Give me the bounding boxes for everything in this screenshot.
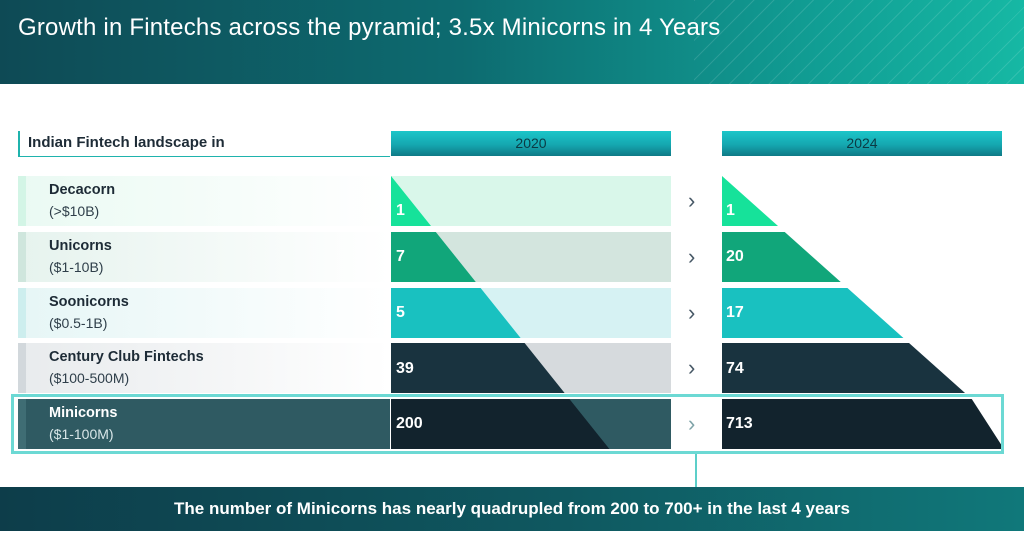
row-range: ($1-100M) [49, 426, 114, 442]
row-name: Decacorn [49, 182, 116, 198]
column-header-2024: 2024 [722, 131, 1002, 156]
chevron-right-icon: › [688, 188, 696, 213]
row-label-unicorns: Unicorns ($1-10B) [18, 232, 390, 282]
row-range: (>$10B) [49, 203, 100, 219]
value-2024-minicorns: 713 [726, 415, 753, 432]
chevron-right-icon: › [688, 411, 696, 436]
value-2020-century-club: 39 [396, 360, 414, 377]
value-2024-soonicorns: 17 [726, 304, 744, 321]
value-2020-decacorn: 1 [396, 202, 405, 219]
row-name: Century Club Fintechs [49, 349, 204, 365]
band-2020-decacorn [391, 176, 671, 226]
pyramid-slice-2024-decacorn [722, 176, 778, 226]
row-range: ($1-10B) [49, 259, 104, 275]
header-banner: Growth in Fintechs across the pyramid; 3… [0, 0, 1024, 84]
row-label-minicorns: Minicorns ($1-100M) [18, 399, 390, 449]
row-label-century-club: Century Club Fintechs ($100-500M) [18, 343, 390, 393]
landscape-label-text: Indian Fintech landscape in [28, 134, 225, 151]
pyramid-slice-2024-unicorns [722, 232, 841, 282]
row-name: Unicorns [49, 238, 112, 254]
pyramid-slice-2024-minicorns [722, 399, 1004, 449]
footer-callout: The number of Minicorns has nearly quadr… [0, 487, 1024, 531]
row-range: ($100-500M) [49, 370, 130, 386]
value-2020-minicorns: 200 [396, 415, 423, 432]
pyramid-slice-2020-unicorns [391, 232, 476, 282]
row-name: Soonicorns [49, 294, 129, 310]
row-range: ($0.5-1B) [49, 315, 108, 331]
landscape-label: Indian Fintech landscape in [18, 131, 390, 157]
chevron-right-icon: › [688, 244, 696, 269]
chevron-right-icon: › [688, 355, 696, 380]
row-accent [18, 176, 26, 226]
header-pattern [694, 0, 1024, 84]
row-name: Minicorns [49, 405, 118, 421]
row-label-decacorn: Decacorn (>$10B) [18, 176, 390, 226]
pyramid-slice-2020-decacorn [391, 176, 431, 226]
pyramid-slice-2020-soonicorns [391, 288, 521, 338]
connector-line [695, 454, 697, 487]
minicorns-highlight-frame [11, 394, 1004, 454]
value-2024-decacorn: 1 [726, 202, 735, 219]
chevron-right-icon: › [688, 300, 696, 325]
value-2020-soonicorns: 5 [396, 304, 405, 321]
row-accent [18, 343, 26, 393]
row-accent [18, 288, 26, 338]
row-accent [18, 399, 26, 449]
value-2020-unicorns: 7 [396, 248, 405, 265]
value-2024-unicorns: 20 [726, 248, 744, 265]
column-header-2020: 2020 [391, 131, 671, 156]
row-accent [18, 232, 26, 282]
pyramid-slice-2020-minicorns [391, 399, 610, 449]
value-2024-century-club: 74 [726, 360, 744, 377]
row-label-soonicorns: Soonicorns ($0.5-1B) [18, 288, 390, 338]
page-title: Growth in Fintechs across the pyramid; 3… [18, 14, 721, 41]
pyramid-slice-2024-soonicorns [722, 288, 904, 338]
pyramid-slice-2020-century-club [391, 343, 565, 393]
pyramid-slice-2024-century-club [722, 343, 966, 393]
